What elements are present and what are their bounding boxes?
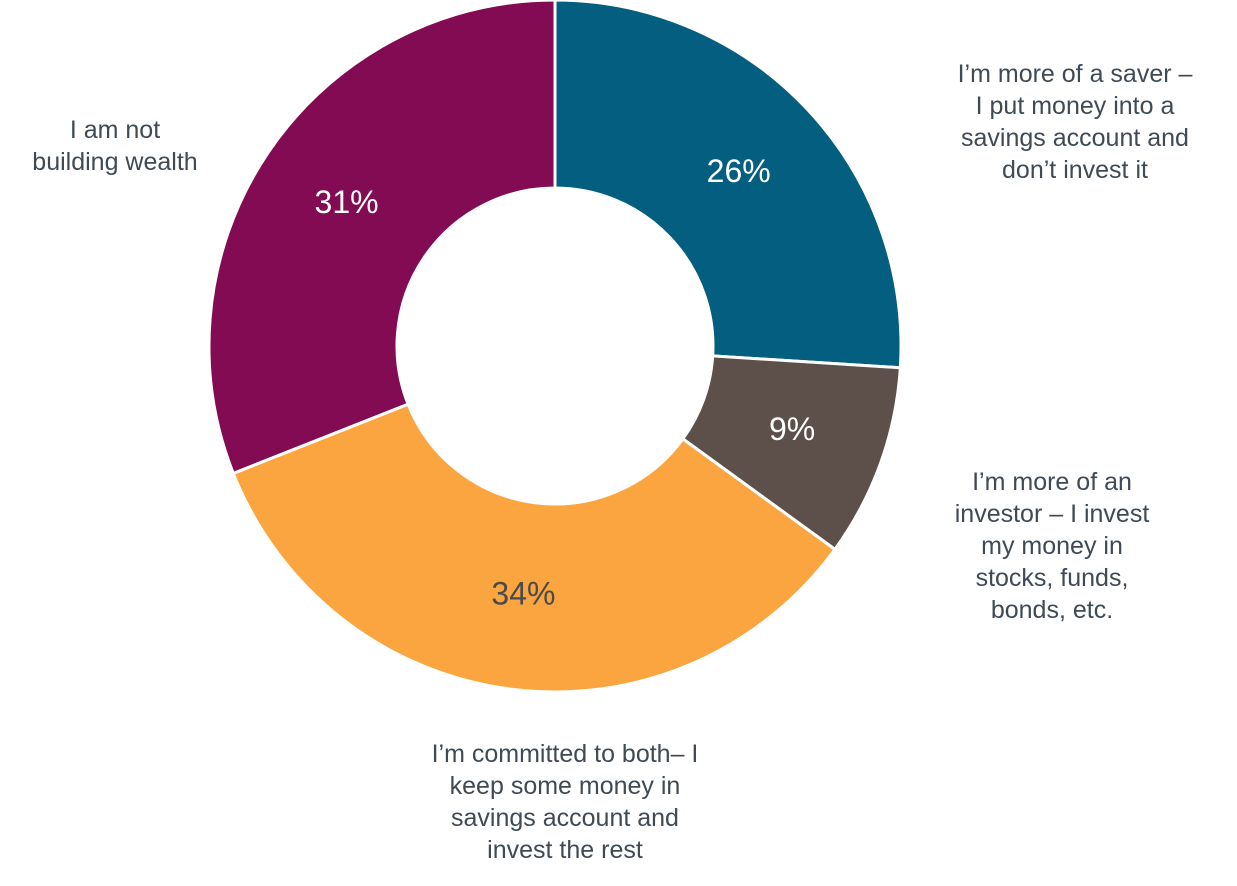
slice-not-building: [207, 0, 557, 476]
slice-value-labels: 26% 9% 34% 31%: [315, 153, 816, 612]
category-label-both: I’m committed to both– I keep some money…: [431, 740, 699, 864]
category-label-not-building: I am not building wealth: [32, 116, 198, 176]
value-label-saver: 26%: [707, 153, 771, 189]
category-label-saver: I’m more of a saver – I put money into a…: [957, 60, 1193, 184]
value-label-not-building: 31%: [315, 184, 379, 220]
slice-both: [231, 402, 838, 694]
category-label-investor: I’m more of an investor – I invest my mo…: [954, 468, 1150, 624]
slice-saver: [553, 0, 903, 370]
value-label-both: 34%: [491, 575, 555, 611]
value-label-investor: 9%: [769, 411, 815, 447]
donut-slices: [207, 0, 903, 694]
